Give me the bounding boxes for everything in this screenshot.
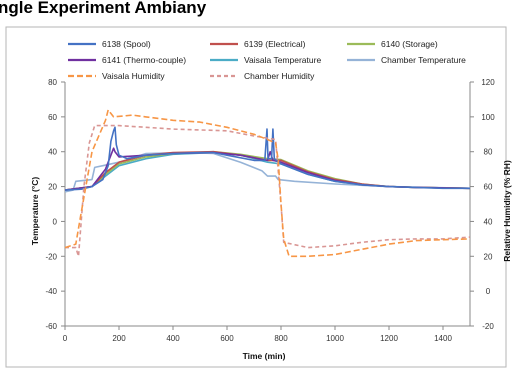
x-axis-label: Time (min)	[243, 351, 286, 361]
legend-label-6138-spool: 6138 (Spool)	[102, 39, 151, 49]
x-tick-label: 400	[166, 334, 180, 343]
series-line-chamber-humidity	[65, 124, 471, 258]
legend-label-vaisala-humidity: Vaisala Humidity	[102, 71, 165, 81]
y2-tick-label: -20	[482, 322, 494, 331]
x-tick-label: 1000	[326, 334, 344, 343]
legend-label-chamber-temperature: Chamber Temperature	[381, 55, 466, 65]
legend-label-6139-electrical: 6139 (Electrical)	[244, 39, 306, 49]
y2-tick-label: 20	[484, 252, 493, 261]
series-line-vaisala-humidity	[64, 109, 471, 258]
y2-tick-label: 40	[484, 217, 493, 226]
x-tick-label: 1400	[434, 334, 452, 343]
chart-border	[5, 26, 507, 368]
y-tick-label: 80	[48, 78, 57, 87]
series-line-6138-spool	[64, 126, 470, 191]
series-layer	[64, 109, 471, 258]
y2-axis-label: Relative Humidity (% RH)	[502, 160, 512, 262]
y-tick-label: 0	[53, 217, 58, 226]
legend: 6138 (Spool) 6139 (Electrical) 6140 (Stora…	[68, 39, 466, 81]
x-tick-label: 0	[63, 334, 68, 343]
y2-tick-label: 120	[481, 78, 495, 87]
y-tick-label: 20	[48, 183, 57, 192]
figure-heading-fragment: ngle Experiment Ambiany	[0, 0, 207, 17]
y-tick-label: 40	[48, 148, 57, 157]
x-tick-label: 1200	[380, 334, 398, 343]
y2-tick-label: 0	[486, 287, 491, 296]
y-tick-label: -40	[45, 287, 57, 296]
x-tick-label: 600	[220, 334, 234, 343]
y2-tick-label: 100	[481, 113, 495, 122]
y-axis-label: Temperature (°C)	[30, 177, 40, 246]
y-tick-label: 60	[48, 113, 57, 122]
y2-tick-label: 80	[484, 148, 493, 157]
legend-label-6141-thermo-couple: 6141 (Thermo-couple)	[102, 55, 186, 65]
y-tick-label: -60	[45, 322, 57, 331]
y2-axis-ticks: -20 0 20 40 60 80 100 120	[470, 78, 495, 331]
x-tick-label: 200	[112, 334, 126, 343]
plot-frame	[64, 82, 471, 327]
series-line-chamber-temperature	[64, 151, 471, 193]
x-tick-label: 800	[274, 334, 288, 343]
legend-label-vaisala-temperature: Vaisala Temperature	[244, 55, 321, 65]
x-axis-ticks: 0 200 400 600 800 1000 1200 1400	[63, 326, 452, 343]
legend-label-chamber-humidity: Chamber Humidity	[244, 71, 315, 81]
y2-tick-label: 60	[484, 183, 493, 192]
y-tick-label: -20	[45, 252, 57, 261]
legend-label-6140-storage: 6140 (Storage)	[381, 39, 438, 49]
y-axis-ticks: -60 -40 -20 0 20 40 60 80	[45, 78, 65, 331]
